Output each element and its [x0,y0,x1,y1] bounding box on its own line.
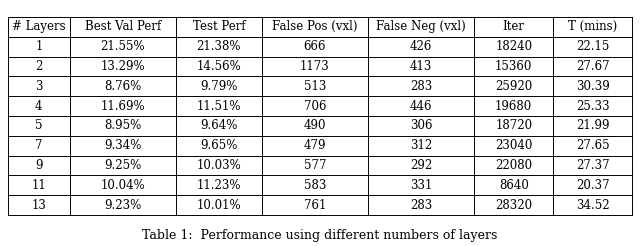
Text: 11: 11 [31,179,46,192]
Text: 21.55%: 21.55% [100,40,145,53]
Text: 5: 5 [35,119,43,132]
Text: Table 1:  Performance using different numbers of layers: Table 1: Performance using different num… [142,230,498,243]
Text: 18720: 18720 [495,119,532,132]
Text: 8.76%: 8.76% [104,80,141,93]
Text: 13: 13 [31,199,46,212]
Text: Iter: Iter [502,20,525,33]
Text: 22.15: 22.15 [576,40,609,53]
Text: 666: 666 [303,40,326,53]
Text: 283: 283 [410,80,432,93]
Text: 11.23%: 11.23% [196,179,241,192]
Text: 11.69%: 11.69% [100,100,145,113]
Text: 283: 283 [410,199,432,212]
Text: 30.39: 30.39 [576,80,609,93]
Text: 10.01%: 10.01% [196,199,241,212]
Text: 2: 2 [35,60,42,73]
Text: 9.23%: 9.23% [104,199,141,212]
Text: 1: 1 [35,40,42,53]
Text: 21.99: 21.99 [576,119,609,132]
Text: 9.34%: 9.34% [104,139,141,152]
Text: # Layers: # Layers [12,20,66,33]
Text: 9.25%: 9.25% [104,159,141,172]
Text: 292: 292 [410,159,432,172]
Text: 513: 513 [303,80,326,93]
Text: 8640: 8640 [499,179,529,192]
Text: 7: 7 [35,139,43,152]
Text: 306: 306 [410,119,433,132]
Text: 18240: 18240 [495,40,532,53]
Text: Test Perf: Test Perf [193,20,245,33]
Text: 3: 3 [35,80,43,93]
Text: 4: 4 [35,100,43,113]
Text: 761: 761 [303,199,326,212]
Text: False Neg (vxl): False Neg (vxl) [376,20,466,33]
Text: 1173: 1173 [300,60,330,73]
Text: 10.03%: 10.03% [196,159,241,172]
Text: 312: 312 [410,139,432,152]
Text: T (mins): T (mins) [568,20,617,33]
Text: 19680: 19680 [495,100,532,113]
Text: 426: 426 [410,40,433,53]
Text: 11.51%: 11.51% [196,100,241,113]
Text: Best Val Perf: Best Val Perf [84,20,161,33]
Text: 446: 446 [410,100,433,113]
Text: 577: 577 [303,159,326,172]
Text: 34.52: 34.52 [576,199,609,212]
Text: 9: 9 [35,159,43,172]
Text: 331: 331 [410,179,433,192]
Text: 15360: 15360 [495,60,532,73]
Text: False Pos (vxl): False Pos (vxl) [272,20,358,33]
Text: 8.95%: 8.95% [104,119,141,132]
Text: 413: 413 [410,60,433,73]
Text: 25920: 25920 [495,80,532,93]
Text: 13.29%: 13.29% [100,60,145,73]
Text: 25.33: 25.33 [576,100,609,113]
Text: 479: 479 [303,139,326,152]
Text: 9.65%: 9.65% [200,139,237,152]
Text: 490: 490 [303,119,326,132]
Text: 9.64%: 9.64% [200,119,237,132]
Text: 20.37: 20.37 [576,179,609,192]
Text: 706: 706 [303,100,326,113]
Text: 27.67: 27.67 [576,60,609,73]
Text: 22080: 22080 [495,159,532,172]
Text: 583: 583 [303,179,326,192]
Text: 10.04%: 10.04% [100,179,145,192]
Text: 27.65: 27.65 [576,139,609,152]
Text: 21.38%: 21.38% [196,40,241,53]
Text: 14.56%: 14.56% [196,60,241,73]
Text: 9.79%: 9.79% [200,80,237,93]
Text: 27.37: 27.37 [576,159,609,172]
Text: 23040: 23040 [495,139,532,152]
Text: 28320: 28320 [495,199,532,212]
